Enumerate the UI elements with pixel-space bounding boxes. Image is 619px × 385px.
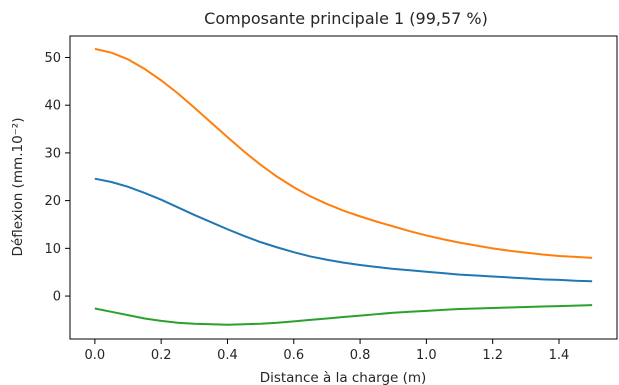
x-axis: 0.0 0.2 0.4 0.6 0.8 1.0 1.2 1.4 <box>85 339 570 363</box>
y-tick-label: 30 <box>44 146 61 161</box>
x-tick-label: 0.8 <box>350 348 371 363</box>
chart-title: Composante principale 1 (99,57 %) <box>204 9 488 28</box>
x-tick-label: 1.2 <box>482 348 503 363</box>
y-tick-label: 50 <box>44 51 61 66</box>
x-tick-label: 1.0 <box>416 348 437 363</box>
x-tick-label: 0.4 <box>217 348 238 363</box>
y-axis: 0 10 20 30 40 50 <box>44 51 70 305</box>
series-line-1 <box>94 177 593 283</box>
y-tick-label: 20 <box>44 194 61 209</box>
y-tick-label: 10 <box>44 242 61 257</box>
plot-frame <box>69 35 618 340</box>
plot-area <box>94 47 593 326</box>
x-tick-label: 1.4 <box>549 348 570 363</box>
x-axis-label: Distance à la charge (m) <box>260 370 427 385</box>
x-tick-label: 0.2 <box>151 348 172 363</box>
series-line-2 <box>94 47 593 259</box>
x-tick-label: 0.6 <box>283 348 304 363</box>
y-axis-label: Déflexion (mm.10⁻²) <box>10 118 26 257</box>
y-tick-label: 0 <box>53 290 61 305</box>
x-tick-label: 0.0 <box>85 348 106 363</box>
series-line-3 <box>94 304 593 326</box>
y-tick-label: 40 <box>44 99 61 114</box>
